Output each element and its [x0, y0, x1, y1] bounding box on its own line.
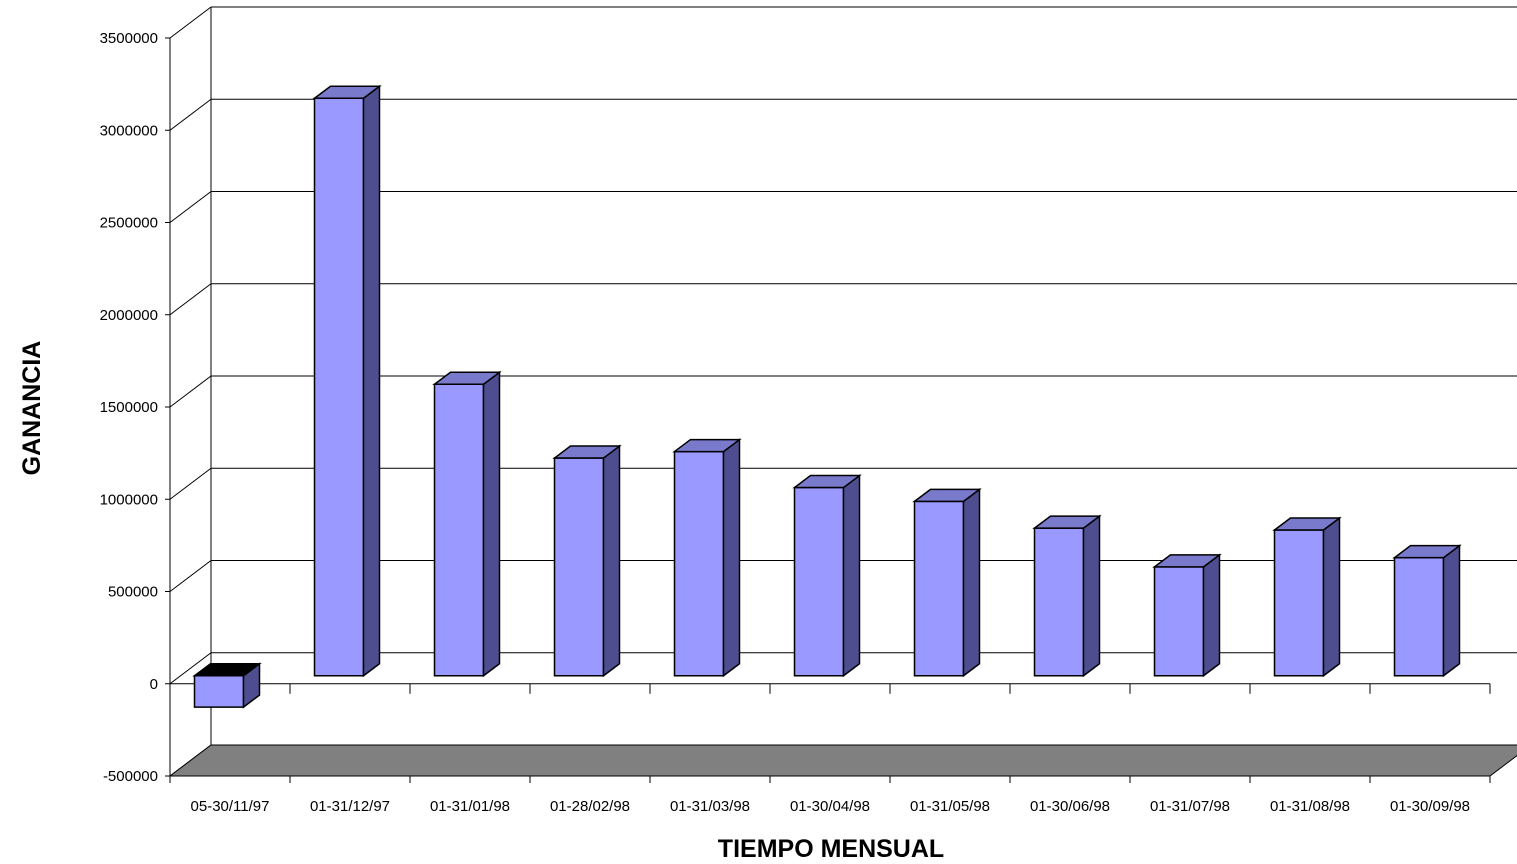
bar-side	[1202, 553, 1221, 678]
bar-front	[433, 383, 485, 677]
bar	[792, 474, 862, 678]
gridline-diagonal	[169, 191, 212, 223]
bar-front	[1393, 556, 1445, 677]
y-axis-title: GANANCIA	[18, 341, 46, 476]
bar-side	[962, 487, 981, 678]
bar-top	[1032, 515, 1102, 529]
bars	[192, 84, 1462, 709]
bar-side	[482, 370, 501, 678]
bar	[672, 438, 742, 678]
x-tick-label: 01-28/02/98	[550, 798, 630, 815]
bar-front	[913, 500, 965, 677]
gridline-diagonal	[169, 283, 212, 316]
bar-side	[1442, 544, 1461, 678]
gridline-diagonal	[169, 98, 212, 131]
gridline-diagonal	[169, 560, 212, 592]
x-tick-label: 01-31/08/98	[1270, 798, 1350, 815]
y-tick-label: 1500000	[100, 399, 158, 416]
bar-top	[1152, 554, 1222, 568]
y-tick-label: 1000000	[100, 491, 158, 508]
gridline-diagonal	[169, 375, 212, 408]
bar	[312, 84, 382, 678]
bar-side	[722, 438, 741, 678]
x-tick-label: 01-30/09/98	[1390, 798, 1470, 815]
bar-top	[192, 663, 262, 677]
bar-front	[193, 675, 245, 708]
x-tick-labels: 05-30/11/97 01-31/12/97 01-31/01/98 01-28/0…	[191, 798, 1471, 815]
x-axis-title: TIEMPO MENSUAL	[718, 835, 944, 863]
bar-front	[313, 97, 365, 677]
bar-top	[792, 474, 862, 489]
bar-top	[1272, 517, 1342, 531]
bar-side	[362, 84, 381, 678]
bar	[1152, 553, 1222, 678]
bar-top	[552, 445, 622, 459]
x-tick-label: 01-30/04/98	[790, 798, 870, 815]
bar-front	[793, 486, 845, 677]
chart-floor	[168, 744, 1517, 777]
floor	[168, 744, 1517, 777]
bar-front	[1033, 527, 1085, 677]
x-tick-label: 01-31/12/97	[310, 798, 390, 815]
axes	[165, 7, 1491, 783]
gridline-diagonal	[169, 6, 212, 39]
x-tick-label: 01-30/06/98	[1030, 798, 1110, 815]
y-tick-label: -500000	[103, 768, 158, 785]
bar-front	[1273, 529, 1325, 677]
x-tick-label: 05-30/11/97	[191, 798, 270, 815]
gridlines	[169, 6, 1517, 777]
bar-top	[312, 85, 382, 100]
y-tick-label: 3500000	[100, 30, 158, 47]
bar-top	[432, 371, 502, 385]
y-tick-label: 2000000	[100, 307, 158, 324]
bar-top	[1392, 544, 1462, 559]
bar	[1032, 514, 1102, 678]
bar-side	[602, 444, 621, 678]
bar	[1392, 544, 1462, 678]
bar	[432, 370, 502, 678]
y-tick-labels: -500000 0 500000 1000000 1500000 2000000 25000…	[100, 30, 158, 785]
y-tick-label: 0	[150, 676, 158, 693]
x-tick-label: 01-31/03/98	[670, 798, 750, 815]
gridline-diagonal	[169, 652, 212, 685]
bar	[1272, 516, 1342, 678]
bar-side	[1082, 514, 1101, 678]
x-tick-label: 01-31/05/98	[910, 798, 990, 815]
y-tick-label: 3000000	[100, 122, 158, 139]
bar-side	[842, 474, 861, 678]
bar	[912, 487, 982, 678]
gridline-diagonal	[169, 467, 212, 500]
bar	[552, 444, 622, 678]
bar-front	[673, 450, 725, 677]
x-tick-label: 01-31/01/98	[430, 798, 510, 815]
y-tick-label: 2500000	[100, 215, 158, 232]
bar-side	[1322, 516, 1341, 678]
y-tick-label: 500000	[108, 584, 158, 601]
bar-top	[912, 488, 982, 503]
bar-front	[1153, 566, 1205, 677]
bar-top	[672, 438, 742, 453]
x-tick-label: 01-31/07/98	[1150, 798, 1230, 815]
bar	[192, 662, 262, 709]
bar-front	[553, 457, 605, 677]
